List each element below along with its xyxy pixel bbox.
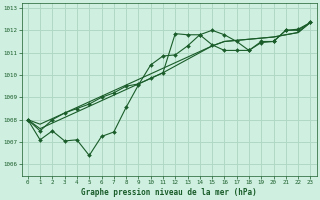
- X-axis label: Graphe pression niveau de la mer (hPa): Graphe pression niveau de la mer (hPa): [81, 188, 257, 197]
